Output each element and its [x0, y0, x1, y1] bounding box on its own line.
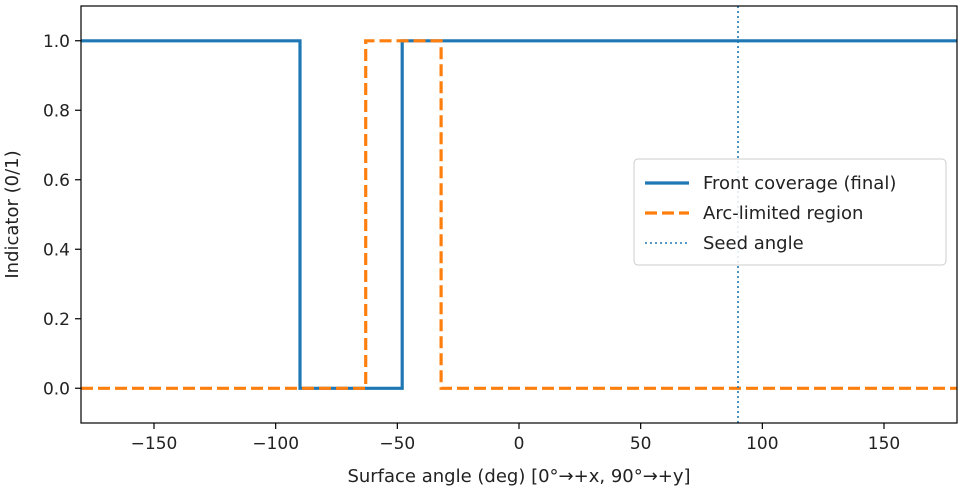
- series-line-0: [81, 39, 957, 390]
- x-tick-label: −50: [379, 434, 415, 454]
- x-tick-label: 100: [746, 434, 778, 454]
- x-tick-label: −100: [252, 434, 299, 454]
- x-tick-label: 0: [514, 434, 525, 454]
- legend-label-seed-angle: Seed angle: [703, 233, 804, 254]
- y-tick-label: 0.4: [43, 240, 70, 260]
- x-axis-ticks: −150 −100 −50 0 50 100 150: [131, 423, 900, 454]
- y-tick-label: 0.0: [43, 379, 70, 399]
- y-axis-label: Indicator (0/1): [2, 150, 23, 278]
- plot-area: [81, 6, 957, 423]
- legend-label-front-coverage: Front coverage (final): [703, 173, 896, 194]
- series-line-1: [81, 39, 957, 390]
- x-tick-label: 50: [630, 434, 652, 454]
- x-axis-label: Surface angle (deg) [0°→+x, 90°→+y]: [347, 466, 690, 487]
- x-tick-label: 150: [868, 434, 900, 454]
- y-tick-label: 0.2: [43, 310, 70, 330]
- legend-label-arc-limited: Arc-limited region: [703, 203, 863, 224]
- legend-box: [633, 158, 947, 266]
- y-axis-ticks: 0.0 0.2 0.4 0.6 0.8 1.0: [43, 32, 81, 399]
- y-tick-label: 0.8: [43, 101, 70, 121]
- legend: Front coverage (final) Arc-limited regio…: [633, 158, 947, 266]
- x-tick-label: −150: [131, 434, 178, 454]
- y-tick-label: 1.0: [43, 32, 70, 52]
- y-tick-label: 0.6: [43, 171, 70, 191]
